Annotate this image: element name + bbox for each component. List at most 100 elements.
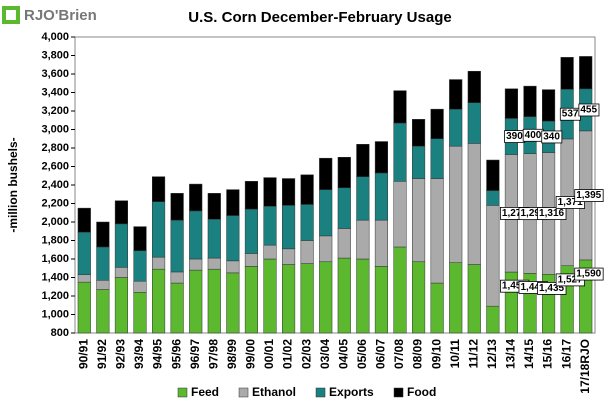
bar-segment (133, 280, 147, 293)
logo: RJO'Brien (24, 7, 97, 24)
x-tick-label: 97/98 (206, 339, 220, 369)
x-tick-label: 06/07 (374, 339, 388, 369)
bar-segment (579, 56, 593, 90)
y-axis-label: -million bushels- (6, 137, 20, 232)
bar-segment (77, 231, 91, 275)
bar-segment (152, 268, 166, 334)
bar-segment (133, 250, 147, 282)
bar-segment (412, 261, 426, 334)
bar-segment (114, 223, 128, 268)
bar-segment (393, 90, 407, 124)
x-tick-label: 96/97 (188, 339, 202, 369)
bar-segment (96, 221, 110, 248)
y-tick-label: 1,000 (41, 308, 69, 320)
logo-icon-inner (6, 10, 16, 20)
bar-segment (449, 79, 463, 110)
x-tick-label: 93/94 (132, 339, 146, 369)
bar-segment (263, 206, 277, 246)
bar-segment (263, 258, 277, 334)
bar-segment (244, 253, 258, 267)
bar-segment (319, 261, 333, 334)
y-tick-label: 2,400 (41, 179, 69, 191)
bar-segment (300, 263, 314, 334)
bar-segment (412, 119, 426, 147)
value-label: 1,445 (520, 282, 545, 293)
value-label: 1,459 (502, 281, 527, 292)
bar-segment (319, 157, 333, 190)
bar-segment (226, 215, 240, 262)
x-tick-label: 09/10 (429, 339, 443, 369)
bar-segment (449, 145, 463, 263)
bar-segment (393, 246, 407, 334)
value-label: 1,371 (558, 197, 583, 208)
legend-swatch (177, 387, 188, 398)
bar-segment (282, 178, 296, 206)
legend-label: Feed (191, 385, 219, 399)
value-label: 455 (580, 104, 597, 115)
bar-segment (337, 257, 351, 334)
x-tick-label: 16/17 (559, 339, 573, 369)
bar-segment (430, 178, 444, 284)
x-tick-label: 08/09 (411, 339, 425, 369)
x-tick-label: 92/93 (114, 339, 128, 369)
bar-segment (170, 271, 184, 284)
bar-segment (356, 258, 370, 334)
value-label: 537 (562, 109, 579, 120)
bar-segment (393, 122, 407, 182)
bar-segment (207, 218, 221, 259)
value-label-box (541, 130, 563, 144)
x-tick-label: 15/16 (541, 339, 555, 369)
bar-segment (152, 201, 166, 258)
bar-segment (467, 102, 481, 144)
y-tick-label: 1,200 (41, 290, 69, 302)
x-tick-label: 98/99 (225, 339, 239, 369)
bar-segment (430, 282, 444, 334)
bar-segment (263, 244, 277, 260)
x-tick-label: 07/08 (392, 339, 406, 369)
bar-segment (412, 178, 426, 263)
bar-segment (226, 189, 240, 216)
bar-segment (244, 208, 258, 254)
chart-title: U.S. Corn December-February Usage (188, 9, 451, 26)
x-tick-label: 91/92 (95, 339, 109, 369)
y-tick-label: 3,400 (41, 86, 69, 98)
x-tick-label: 94/95 (151, 339, 165, 369)
bar-segment (356, 176, 370, 221)
bar-segment (170, 219, 184, 273)
x-tick-label: 90/91 (76, 339, 90, 369)
bar-segment (96, 246, 110, 281)
y-tick-label: 1,800 (41, 234, 69, 246)
legend-label: Food (407, 385, 436, 399)
bar-segment (374, 219, 388, 267)
bar-segment (504, 88, 518, 119)
bar-segment (189, 183, 203, 212)
bar-segment (430, 108, 444, 140)
bar-segment (114, 267, 128, 278)
bar-segment (374, 266, 388, 334)
bar-segment (300, 240, 314, 264)
bar-segment (96, 289, 110, 334)
bar-segment (449, 262, 463, 334)
value-label-box (574, 267, 604, 281)
bar-segment (189, 258, 203, 271)
x-tick-label: 14/15 (522, 339, 536, 369)
y-tick-label: 2,000 (41, 216, 69, 228)
x-tick-label: 12/13 (485, 339, 499, 369)
bar-segment (523, 85, 537, 117)
bar-segment (282, 264, 296, 334)
value-label: 340 (543, 131, 560, 142)
value-label: 1,527 (558, 274, 583, 285)
y-tick-label: 1,600 (41, 253, 69, 265)
bar-segment (542, 89, 556, 122)
value-label: 1,316 (539, 208, 564, 219)
bar-segment (189, 269, 203, 334)
bar-segment (393, 181, 407, 248)
x-tick-label: 03/04 (318, 339, 332, 369)
bar-segment (207, 193, 221, 220)
bar-segment (486, 159, 500, 191)
y-tick-label: 2,800 (41, 142, 69, 154)
bar-segment (226, 272, 240, 334)
y-tick-label: 1,400 (41, 271, 69, 283)
bar-segment (152, 256, 166, 270)
